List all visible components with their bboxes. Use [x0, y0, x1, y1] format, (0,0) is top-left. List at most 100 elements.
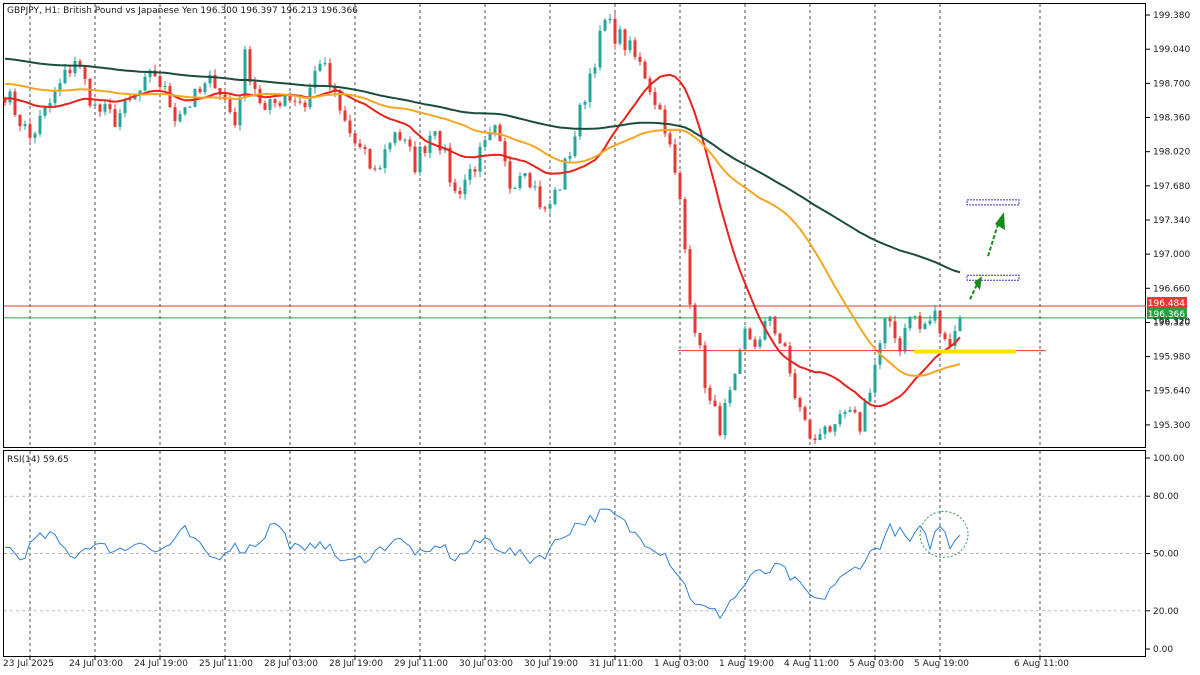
candle-body [678, 172, 682, 200]
price-tick-label: 198.020 [1153, 148, 1190, 158]
rsi-line [4, 508, 961, 620]
candle-body [518, 175, 522, 188]
candle-body [563, 158, 567, 190]
candle-body [783, 343, 787, 347]
candle-body [818, 434, 822, 441]
price-tick-label: 197.340 [1153, 216, 1190, 226]
chart-header: GBPJPY, H1: British Pound vs Japanese Ye… [7, 6, 358, 16]
price-tick-label: 196.660 [1153, 284, 1190, 294]
candle-body [38, 115, 42, 134]
candle-body [548, 204, 552, 209]
candle-body [118, 113, 122, 127]
rsi-tick-label: 50.00 [1153, 550, 1179, 560]
candle-body [328, 63, 332, 87]
arrow-1-head [974, 276, 982, 291]
candle-body [728, 390, 732, 404]
candle-body [773, 316, 777, 334]
candle-body [603, 20, 607, 31]
horizontal-lines [4, 305, 1146, 319]
candle-body [558, 189, 562, 191]
target-zone-2 [966, 199, 1020, 206]
arrow-2-shaft [987, 220, 1000, 257]
time-tick-label: 25 Jul 11:00 [199, 659, 253, 669]
target-zone-1 [966, 274, 1020, 281]
time-tick-label: 1 Aug 03:00 [654, 659, 709, 669]
price-tick-label: 195.300 [1153, 421, 1190, 431]
candle-body [78, 61, 82, 67]
time-tick-label: 5 Aug 19:00 [914, 659, 969, 669]
low-value: 196.213 [281, 6, 318, 16]
candle-body [458, 190, 462, 195]
candle-body [248, 49, 252, 82]
moving-averages [4, 57, 961, 408]
symbol: GBPJPY [7, 6, 39, 16]
candle-body [198, 88, 202, 93]
high-value: 196.397 [241, 6, 278, 16]
bid-price: 196.366 [1148, 310, 1185, 320]
candle-body [898, 338, 902, 352]
time-tick-label: 24 Jul 03:00 [69, 659, 123, 669]
candle-body [833, 424, 837, 432]
candle-body [28, 124, 32, 138]
candles [3, 12, 962, 445]
price-tick-label: 199.040 [1153, 45, 1190, 55]
rsi-axis: 100.00 80.00 50.00 20.00 0.00 [4, 454, 1185, 655]
time-tick-label: 31 Jul 11:00 [589, 659, 643, 669]
annotations [678, 199, 1046, 558]
candle-body [858, 412, 862, 432]
candle-body [148, 70, 152, 77]
candle-body [313, 70, 317, 88]
candle-body [323, 63, 327, 65]
candle-body [843, 411, 847, 414]
candle-body [578, 104, 582, 137]
candle-body [103, 104, 107, 112]
candle-body [793, 373, 797, 399]
candle-body [673, 144, 677, 173]
price-tick-label: 198.700 [1153, 79, 1190, 89]
candle-body [943, 333, 947, 339]
candle-body [63, 69, 67, 84]
candle-body [403, 139, 407, 141]
candle-body [743, 328, 747, 350]
candle-body [498, 125, 502, 142]
candle-body [318, 64, 322, 71]
candle-body [3, 97, 7, 103]
candle-body [723, 403, 727, 436]
candle-body [693, 304, 697, 334]
candle-body [568, 156, 572, 159]
candle-body [918, 315, 922, 329]
rsi-tick-label: 80.00 [1153, 492, 1179, 502]
candle-body [848, 409, 852, 412]
support-zone [914, 349, 1016, 354]
time-tick-label: 28 Jul 19:00 [329, 659, 383, 669]
price-tick-label: 197.680 [1153, 182, 1190, 192]
candle-body [703, 345, 707, 388]
candle-body [478, 146, 482, 172]
candle-body [533, 186, 537, 188]
candle-body [618, 29, 622, 44]
candle-body [98, 104, 102, 112]
rsi-header: RSI(14) 59.65 [7, 455, 69, 465]
candle-body [268, 99, 272, 110]
time-tick-label: 6 Aug 11:00 [1014, 659, 1069, 669]
candle-body [888, 318, 892, 322]
description: British Pound vs Japanese Yen [63, 6, 197, 16]
candle-body [33, 133, 37, 138]
candle-body [718, 406, 722, 436]
candle-body [623, 29, 627, 51]
time-tick-label: 30 Jul 03:00 [459, 659, 513, 669]
candle-body [438, 131, 442, 151]
candle-body [363, 146, 367, 149]
price-tick-label: 196.320 [1153, 318, 1190, 328]
candle-body [368, 148, 372, 169]
candle-body [288, 95, 292, 101]
rsi-polyline [4, 508, 961, 620]
price-tick-label: 195.980 [1153, 353, 1190, 363]
candle-body [333, 86, 337, 92]
rsi-tick-label: 20.00 [1153, 607, 1179, 617]
candle-body [238, 97, 242, 126]
candle-body [598, 30, 602, 68]
price-tick-label: 198.360 [1153, 114, 1190, 124]
candle-body [93, 104, 97, 106]
